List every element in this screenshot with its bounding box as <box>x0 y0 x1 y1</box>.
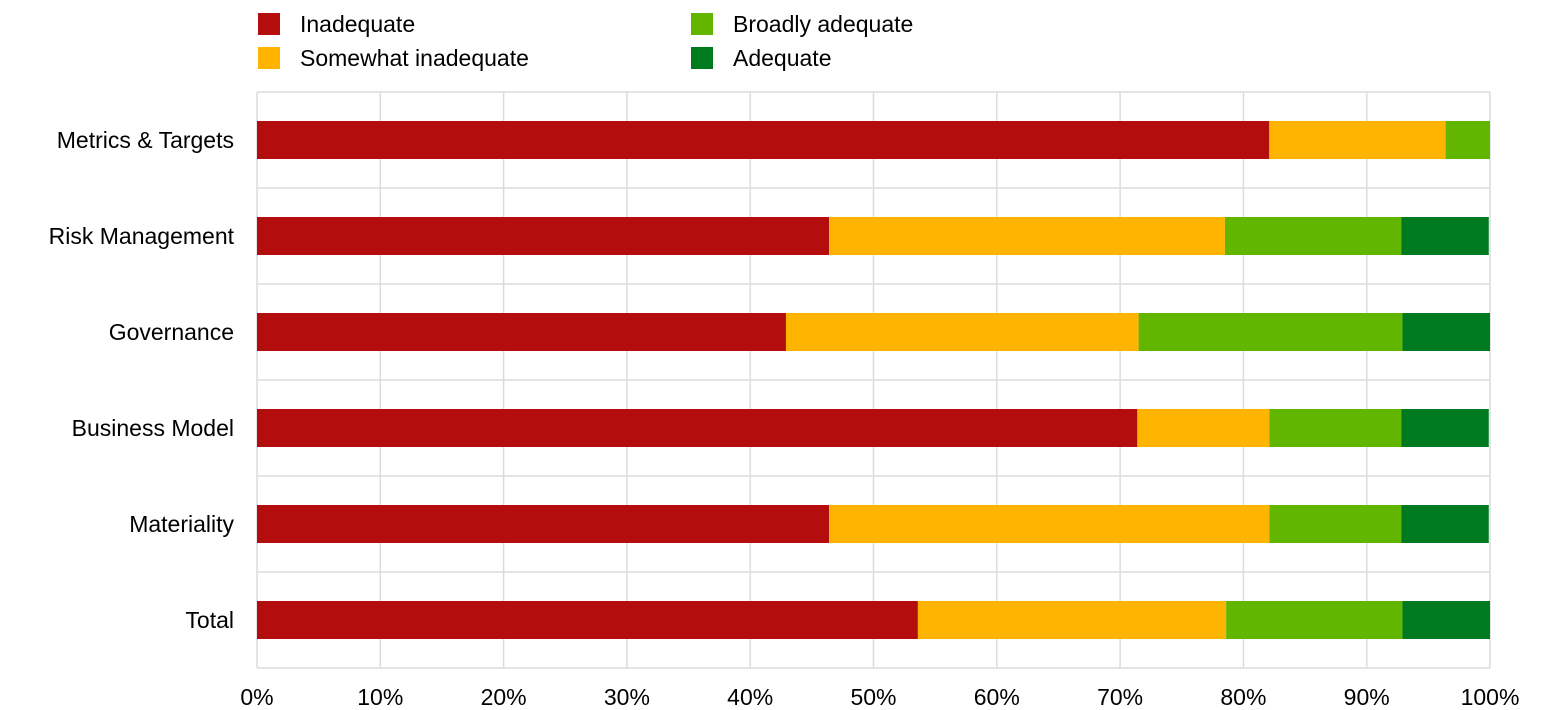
bar-metrics-and-targets-broadly-adequate <box>1445 121 1490 159</box>
category-label-governance: Governance <box>109 319 234 345</box>
x-tick-label: 70% <box>1097 684 1143 710</box>
x-tick-label: 20% <box>481 684 527 710</box>
bar-governance-broadly-adequate <box>1138 313 1403 351</box>
legend-item-inadequate: Inadequate <box>258 11 415 37</box>
category-label-total: Total <box>185 607 234 633</box>
x-tick-label: 80% <box>1220 684 1266 710</box>
x-tick-label: 100% <box>1461 684 1520 710</box>
category-label-risk-management: Risk Management <box>49 223 235 249</box>
category-label-materiality: Materiality <box>129 511 234 537</box>
legend-item-somewhat-inadequate: Somewhat inadequate <box>258 45 529 71</box>
bar-governance-inadequate <box>257 313 786 351</box>
bar-total-broadly-adequate <box>1226 601 1403 639</box>
bar-governance-somewhat-inadequate <box>785 313 1139 351</box>
bar-group-materiality <box>257 505 1489 543</box>
legend-item-broadly-adequate: Broadly adequate <box>691 11 913 37</box>
bar-group-total <box>257 601 1490 639</box>
bar-metrics-and-targets-inadequate <box>257 121 1270 159</box>
x-tick-label: 50% <box>850 684 896 710</box>
legend-swatch-adequate <box>691 47 713 69</box>
bar-business-model-broadly-adequate <box>1269 409 1402 447</box>
bar-risk-management-broadly-adequate <box>1224 217 1402 255</box>
bar-total-adequate <box>1402 601 1490 639</box>
legend-item-adequate: Adequate <box>691 45 831 71</box>
legend-swatch-somewhat-inadequate <box>258 47 280 69</box>
legend: Inadequate Somewhat inadequate Broadly ade… <box>258 11 913 71</box>
legend-label-inadequate: Inadequate <box>300 11 415 37</box>
legend-swatch-broadly-adequate <box>691 13 713 35</box>
x-tick-label: 40% <box>727 684 773 710</box>
x-tick-label: 30% <box>604 684 650 710</box>
bar-metrics-and-targets-somewhat-inadequate <box>1269 121 1446 159</box>
bar-risk-management-inadequate <box>257 217 830 255</box>
legend-label-broadly-adequate: Broadly adequate <box>733 11 913 37</box>
grid <box>256 91 1491 669</box>
bar-business-model-somewhat-inadequate <box>1137 409 1270 447</box>
legend-label-somewhat-inadequate: Somewhat inadequate <box>300 45 529 71</box>
bar-group-risk-management <box>257 217 1489 255</box>
category-labels: Metrics & Targets Risk Management Governan… <box>49 127 235 633</box>
bar-total-inadequate <box>257 601 918 639</box>
bar-materiality-broadly-adequate <box>1269 505 1402 543</box>
bar-materiality-inadequate <box>257 505 830 543</box>
bar-group-business-model <box>257 409 1489 447</box>
bar-risk-management-adequate <box>1401 217 1489 255</box>
x-tick-labels: 0% 10% 20% 30% 40% 50% 60% 70% 80% 90% 100% <box>240 684 1519 710</box>
bar-business-model-adequate <box>1401 409 1489 447</box>
x-tick-label: 60% <box>974 684 1020 710</box>
bar-governance-adequate <box>1402 313 1490 351</box>
bars <box>257 121 1490 639</box>
x-tick-label: 0% <box>240 684 273 710</box>
legend-label-adequate: Adequate <box>733 45 831 71</box>
bar-group-metrics-and-targets <box>257 121 1490 159</box>
bar-group-governance <box>257 313 1490 351</box>
bar-materiality-somewhat-inadequate <box>829 505 1270 543</box>
x-tick-label: 90% <box>1344 684 1390 710</box>
bar-risk-management-somewhat-inadequate <box>829 217 1225 255</box>
bar-total-somewhat-inadequate <box>917 601 1227 639</box>
category-label-metrics-and-targets: Metrics & Targets <box>57 127 234 153</box>
bar-business-model-inadequate <box>257 409 1138 447</box>
bar-materiality-adequate <box>1401 505 1489 543</box>
category-label-business-model: Business Model <box>72 415 234 441</box>
legend-swatch-inadequate <box>258 13 280 35</box>
x-tick-label: 10% <box>357 684 403 710</box>
